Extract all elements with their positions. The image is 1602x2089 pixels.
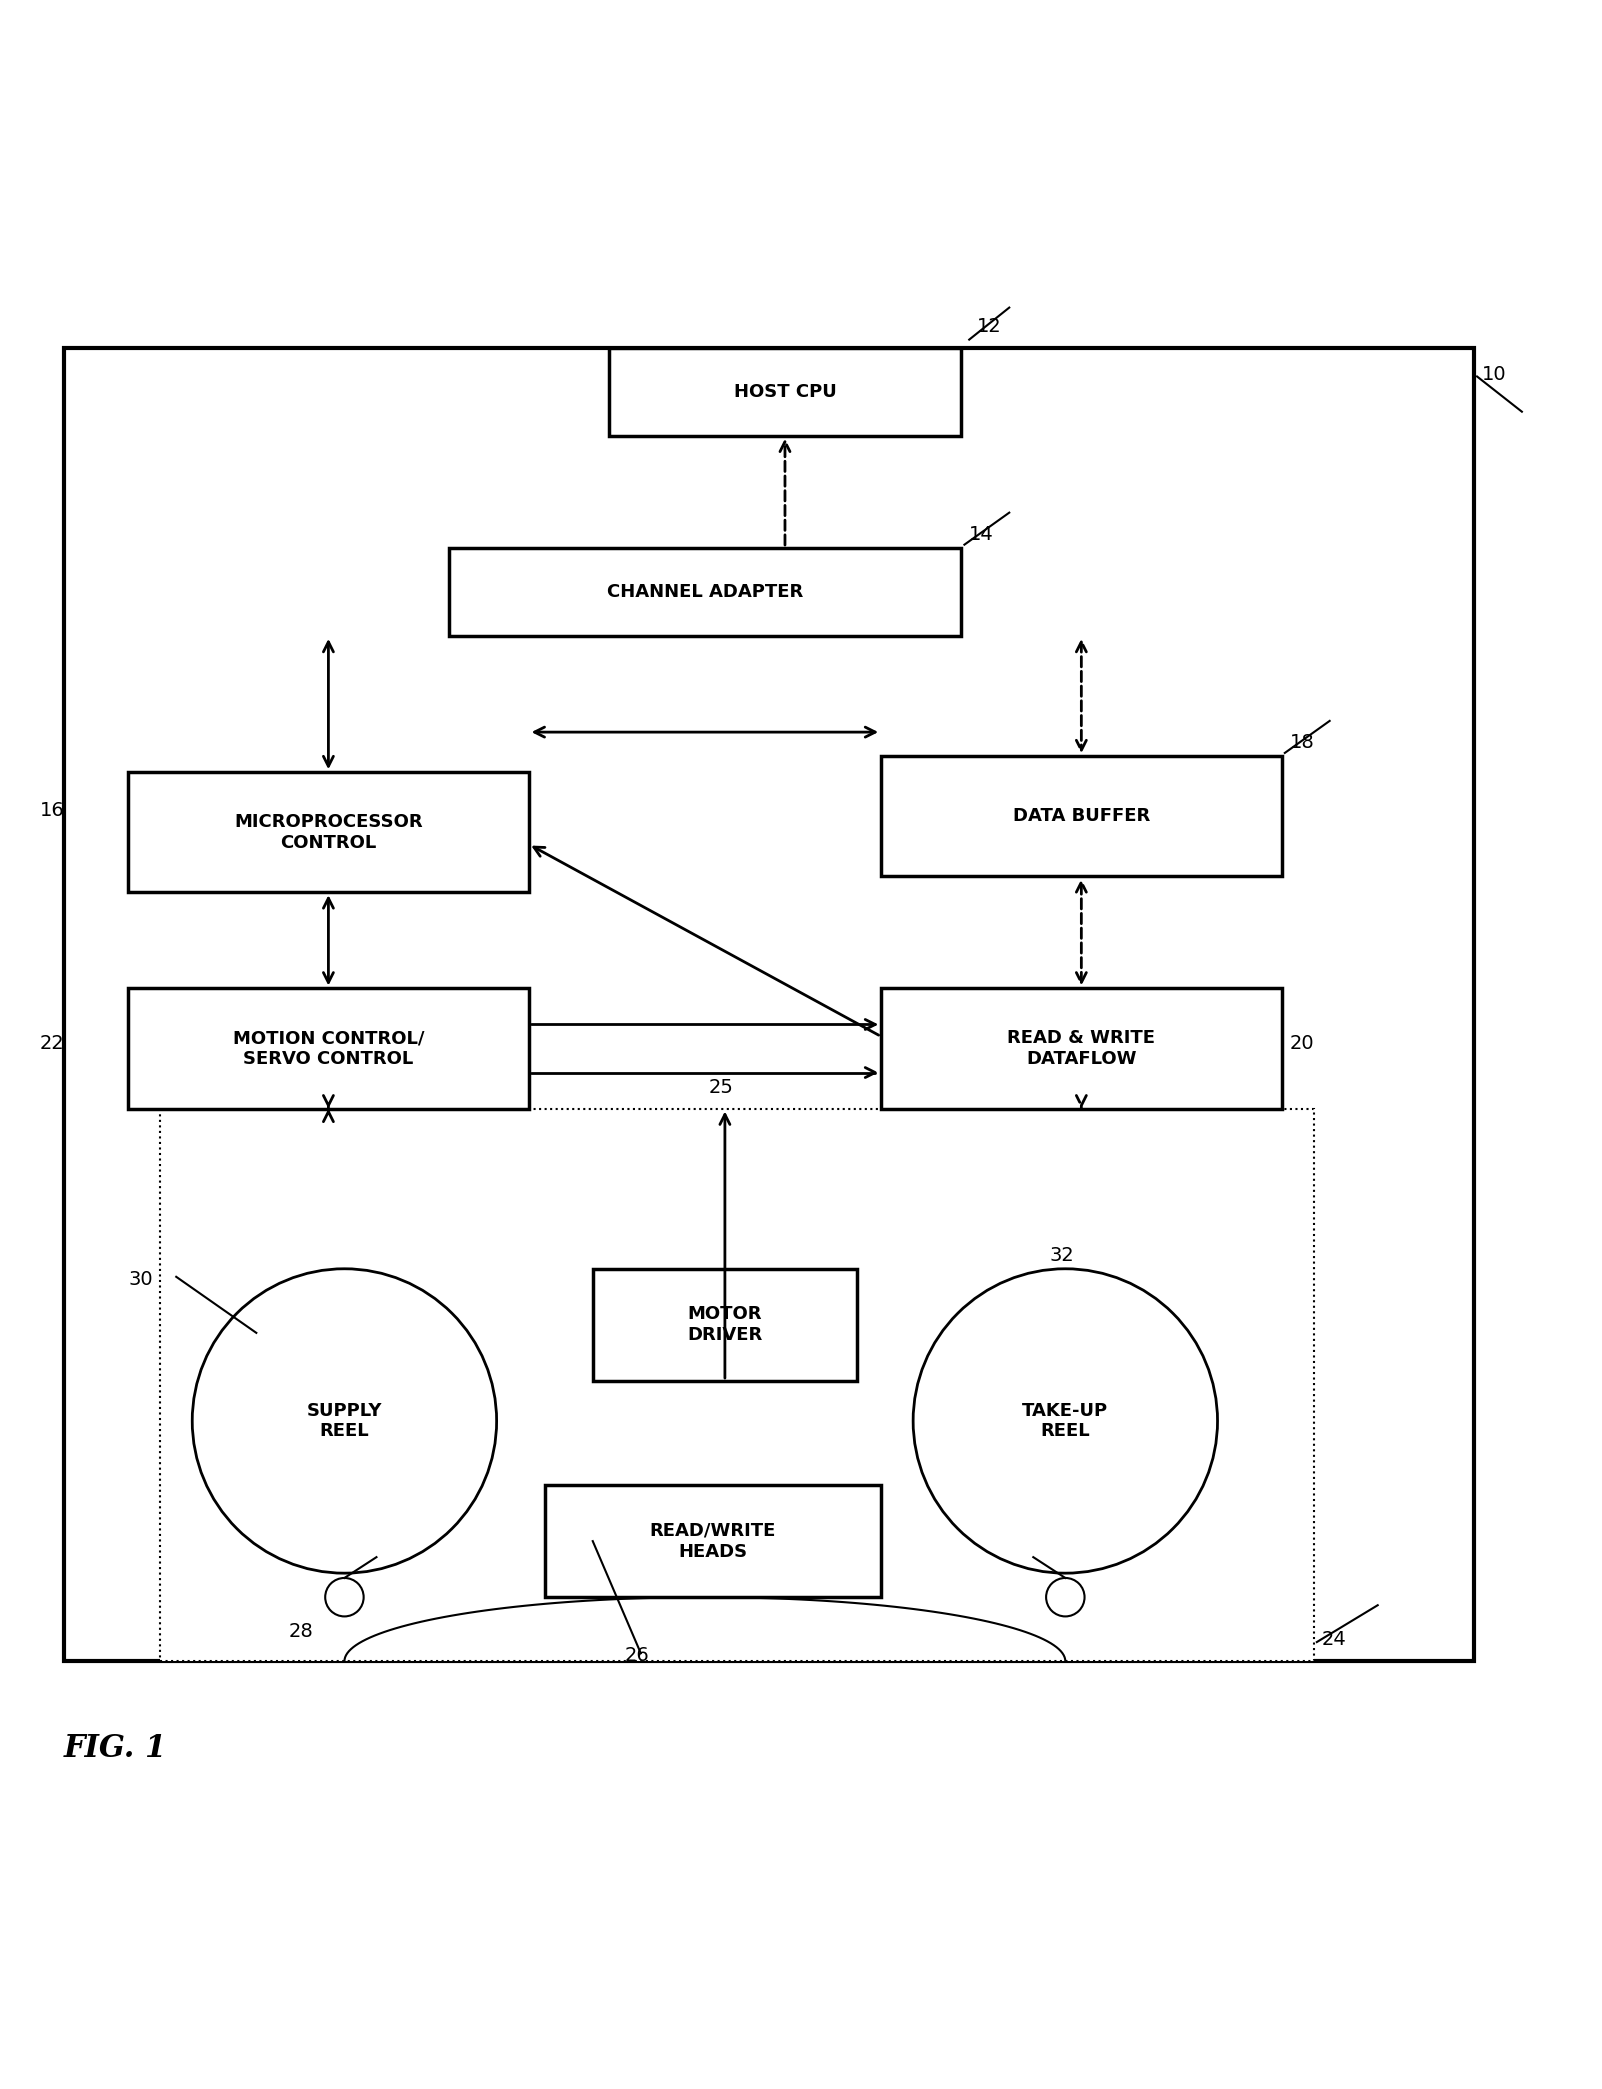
Text: CHANNEL ADAPTER: CHANNEL ADAPTER: [607, 583, 803, 602]
Text: 30: 30: [128, 1270, 152, 1289]
Text: 14: 14: [969, 524, 993, 543]
Text: HOST CPU: HOST CPU: [734, 382, 836, 401]
Text: READ & WRITE
DATAFLOW: READ & WRITE DATAFLOW: [1008, 1030, 1155, 1067]
FancyBboxPatch shape: [64, 347, 1474, 1661]
FancyBboxPatch shape: [160, 1109, 1314, 1661]
FancyBboxPatch shape: [545, 1485, 881, 1598]
Text: MOTOR
DRIVER: MOTOR DRIVER: [687, 1306, 763, 1343]
FancyBboxPatch shape: [593, 1268, 857, 1381]
Text: 16: 16: [40, 802, 64, 821]
Text: 12: 12: [977, 318, 1001, 336]
Text: SUPPLY
REEL: SUPPLY REEL: [306, 1402, 383, 1441]
Text: 24: 24: [1322, 1629, 1346, 1648]
Circle shape: [1046, 1577, 1085, 1617]
FancyBboxPatch shape: [449, 547, 961, 635]
FancyBboxPatch shape: [609, 347, 961, 437]
Circle shape: [325, 1577, 364, 1617]
Text: 22: 22: [40, 1034, 64, 1053]
Text: 25: 25: [708, 1078, 734, 1097]
Text: READ/WRITE
HEADS: READ/WRITE HEADS: [650, 1521, 775, 1560]
Text: 10: 10: [1482, 366, 1506, 384]
Text: 28: 28: [288, 1623, 312, 1642]
Text: 18: 18: [1290, 733, 1314, 752]
Text: 32: 32: [1049, 1245, 1073, 1264]
Text: TAKE-UP
REEL: TAKE-UP REEL: [1022, 1402, 1109, 1441]
FancyBboxPatch shape: [128, 988, 529, 1109]
Text: 20: 20: [1290, 1034, 1314, 1053]
FancyBboxPatch shape: [881, 988, 1282, 1109]
FancyBboxPatch shape: [881, 756, 1282, 875]
Text: DATA BUFFER: DATA BUFFER: [1012, 806, 1150, 825]
FancyBboxPatch shape: [128, 773, 529, 892]
Text: MOTION CONTROL/
SERVO CONTROL: MOTION CONTROL/ SERVO CONTROL: [232, 1030, 425, 1067]
Text: MICROPROCESSOR
CONTROL: MICROPROCESSOR CONTROL: [234, 813, 423, 852]
Text: 26: 26: [625, 1646, 649, 1665]
Text: FIG. 1: FIG. 1: [64, 1734, 167, 1765]
